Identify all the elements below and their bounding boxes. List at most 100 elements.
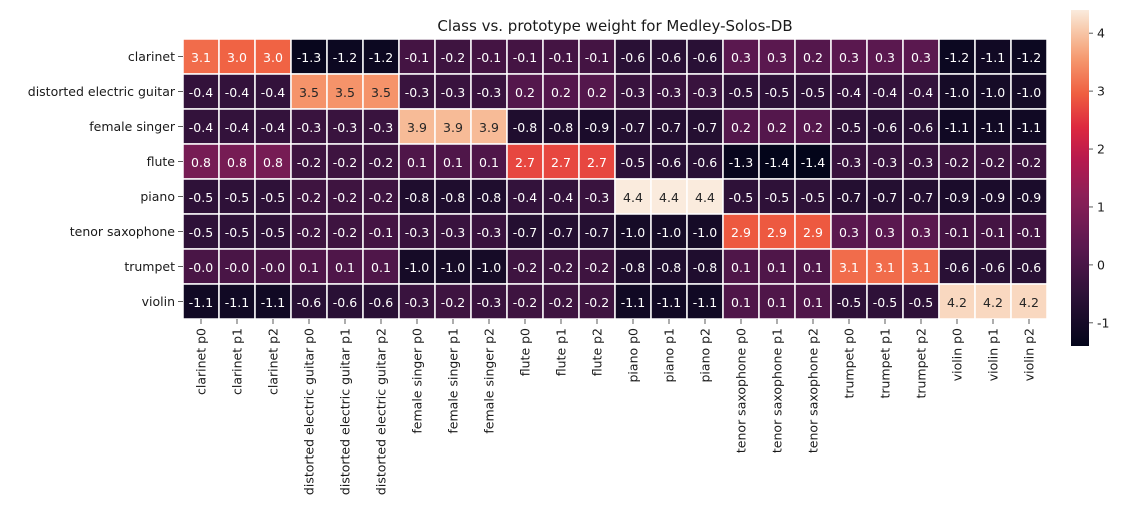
heatmap-cell bbox=[794, 108, 832, 145]
heatmap-cell bbox=[362, 143, 400, 180]
heatmap-cell bbox=[218, 178, 256, 215]
heatmap-cell bbox=[578, 178, 616, 215]
cell-value-label: 0.2 bbox=[767, 120, 787, 135]
cell-value-label: 0.1 bbox=[767, 260, 787, 275]
heatmap-cell bbox=[830, 143, 868, 180]
cell-value-label: -0.4 bbox=[261, 120, 285, 135]
y-tick-label: tenor saxophone bbox=[70, 224, 176, 239]
cell-value-label: -0.5 bbox=[837, 295, 861, 310]
cell-value-label: 0.2 bbox=[551, 85, 571, 100]
heatmap-cell bbox=[506, 143, 544, 180]
cell-value-label: -0.6 bbox=[909, 120, 933, 135]
cell-value-label: 0.1 bbox=[767, 295, 787, 310]
cell-value-label: -1.1 bbox=[981, 50, 1005, 65]
x-tick-label: piano p2 bbox=[698, 328, 713, 383]
cell-value-label: 0.1 bbox=[335, 260, 355, 275]
cell-value-label: -0.4 bbox=[189, 85, 213, 100]
heatmap-cell bbox=[902, 73, 940, 110]
heatmap-cell bbox=[1010, 143, 1048, 180]
x-tick-label: female singer p2 bbox=[482, 328, 497, 434]
cell-value-label: -0.2 bbox=[549, 295, 573, 310]
cell-value-label: 0.1 bbox=[479, 155, 499, 170]
x-tick-label: trumpet p1 bbox=[878, 328, 893, 399]
cell-value-label: -0.4 bbox=[261, 85, 285, 100]
cell-value-label: -0.2 bbox=[297, 225, 321, 240]
cell-value-label: -0.3 bbox=[297, 120, 321, 135]
cell-value-label: -0.4 bbox=[909, 85, 933, 100]
heatmap-cell bbox=[326, 143, 364, 180]
cell-value-label: -0.3 bbox=[441, 225, 465, 240]
cell-value-label: 4.4 bbox=[623, 190, 643, 205]
cell-value-label: 0.3 bbox=[767, 50, 787, 65]
cell-value-label: 2.7 bbox=[587, 155, 607, 170]
heatmap-cell bbox=[722, 248, 760, 285]
cell-value-label: -0.2 bbox=[513, 260, 537, 275]
cell-value-label: 2.9 bbox=[767, 225, 787, 240]
cell-value-label: -0.7 bbox=[837, 190, 861, 205]
x-tick-label: flute p0 bbox=[518, 328, 533, 376]
cell-value-label: -0.1 bbox=[945, 225, 969, 240]
cell-value-label: 0.3 bbox=[911, 50, 931, 65]
cell-value-label: -1.4 bbox=[801, 155, 825, 170]
x-tick-label: violin p1 bbox=[986, 328, 1001, 381]
cell-value-label: -0.8 bbox=[513, 120, 537, 135]
heatmap-cell bbox=[434, 213, 472, 250]
heatmap-cell bbox=[866, 283, 904, 320]
heatmap-cell bbox=[650, 38, 688, 75]
heatmap-cell bbox=[614, 108, 652, 145]
heatmap-cell bbox=[326, 108, 364, 145]
heatmap-cell bbox=[758, 248, 796, 285]
heatmap-cell bbox=[1010, 73, 1048, 110]
cell-value-label: -1.0 bbox=[945, 85, 969, 100]
cell-value-label: -0.8 bbox=[693, 260, 717, 275]
cell-value-label: -1.1 bbox=[621, 295, 645, 310]
cell-value-label: 0.8 bbox=[263, 155, 283, 170]
cell-value-label: 0.8 bbox=[191, 155, 211, 170]
x-tick-label: tenor saxophone p2 bbox=[806, 328, 821, 453]
cell-value-label: -0.2 bbox=[441, 50, 465, 65]
cell-value-label: -0.8 bbox=[441, 190, 465, 205]
cell-value-label: -1.1 bbox=[981, 120, 1005, 135]
cell-value-label: -0.7 bbox=[909, 190, 933, 205]
cell-value-label: -0.6 bbox=[981, 260, 1005, 275]
cell-value-label: 0.8 bbox=[227, 155, 247, 170]
cell-value-label: -0.2 bbox=[513, 295, 537, 310]
x-tick-label: distorted electric guitar p2 bbox=[374, 328, 389, 495]
heatmap-cell bbox=[974, 38, 1012, 75]
cell-value-label: -1.1 bbox=[225, 295, 249, 310]
cell-value-label: -0.7 bbox=[549, 225, 573, 240]
cell-value-label: -0.1 bbox=[585, 50, 609, 65]
cell-value-label: 0.3 bbox=[875, 50, 895, 65]
cell-value-label: -0.4 bbox=[225, 120, 249, 135]
heatmap-cell bbox=[218, 143, 256, 180]
cell-value-label: -0.7 bbox=[621, 120, 645, 135]
heatmap-cell bbox=[434, 178, 472, 215]
cell-value-label: -0.1 bbox=[405, 50, 429, 65]
heatmap-cell bbox=[398, 73, 436, 110]
cell-value-label: -0.0 bbox=[189, 260, 213, 275]
cell-value-label: 0.3 bbox=[731, 50, 751, 65]
heatmap-cell bbox=[434, 283, 472, 320]
cell-value-label: -1.2 bbox=[369, 50, 393, 65]
cell-value-label: -1.2 bbox=[333, 50, 357, 65]
x-tick-label: trumpet p2 bbox=[914, 328, 929, 399]
heatmap-cell bbox=[722, 108, 760, 145]
cell-value-label: -0.2 bbox=[369, 155, 393, 170]
colorbar-tick-label: 2 bbox=[1097, 142, 1105, 157]
heatmap-cell bbox=[398, 143, 436, 180]
cell-value-label: -0.5 bbox=[909, 295, 933, 310]
cell-value-label: -0.5 bbox=[261, 190, 285, 205]
cell-value-label: -0.3 bbox=[405, 225, 429, 240]
cell-value-label: -0.6 bbox=[873, 120, 897, 135]
cell-value-label: -0.4 bbox=[837, 85, 861, 100]
cell-value-label: -0.2 bbox=[585, 295, 609, 310]
heatmap-cell bbox=[830, 108, 868, 145]
cell-value-label: -0.5 bbox=[729, 190, 753, 205]
heatmap-cell bbox=[182, 213, 220, 250]
cell-value-label: -0.8 bbox=[621, 260, 645, 275]
cell-value-label: 0.1 bbox=[803, 260, 823, 275]
cell-value-label: -0.8 bbox=[477, 190, 501, 205]
cell-value-label: -0.3 bbox=[405, 85, 429, 100]
cell-value-label: -0.7 bbox=[513, 225, 537, 240]
colorbar: -1 0 1 2 3 4 bbox=[1071, 10, 1109, 346]
